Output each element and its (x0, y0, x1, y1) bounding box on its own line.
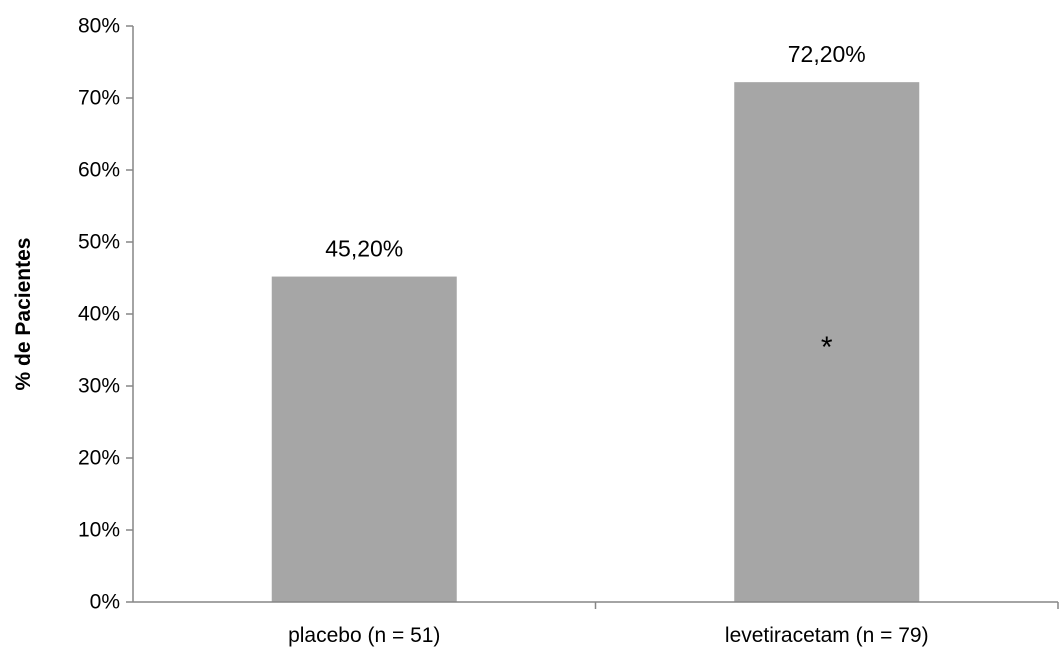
category-labels: placebo (n = 51) levetiracetam (n = 79) (288, 624, 929, 647)
y-tick-label: 30% (78, 375, 120, 398)
y-tick-label: 0% (90, 591, 120, 614)
bar (734, 82, 920, 602)
data-label: 72,20% (788, 41, 866, 67)
y-tick-label: 80% (78, 15, 120, 38)
bar (271, 276, 457, 602)
y-tick-label: 60% (78, 159, 120, 182)
y-axis-ticks: 0% 10% 20% 30% 40% 50% 60% 70% 80% (78, 15, 133, 614)
y-axis-title: % de Pacientes (12, 238, 35, 391)
significance-marker: * (821, 331, 833, 364)
y-tick-label: 20% (78, 447, 120, 470)
category-label: levetiracetam (n = 79) (725, 624, 929, 647)
category-label: placebo (n = 51) (288, 624, 440, 647)
y-tick-label: 70% (78, 87, 120, 110)
data-label: 45,20% (325, 236, 403, 262)
axes (132, 26, 1059, 609)
y-tick-label: 40% (78, 303, 120, 326)
y-tick-label: 10% (78, 519, 120, 542)
bars: 45,20% 72,20% * (271, 41, 920, 602)
y-tick-label: 50% (78, 231, 120, 254)
